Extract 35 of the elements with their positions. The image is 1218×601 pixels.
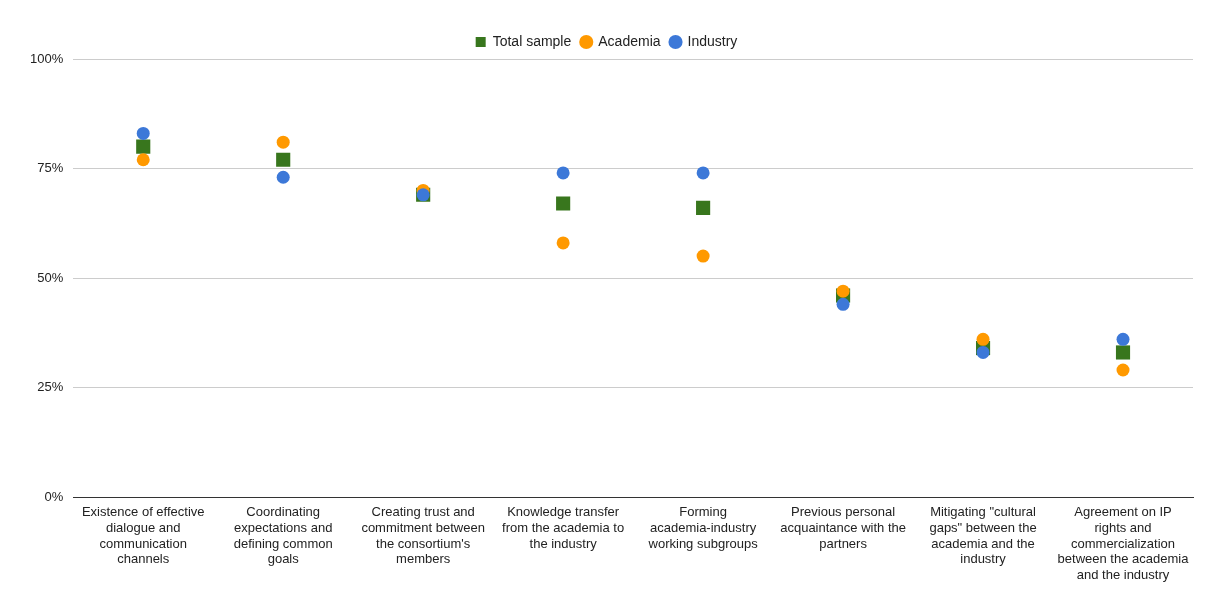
- legend-label: Industry: [687, 32, 738, 49]
- point: [976, 345, 990, 359]
- point: [696, 200, 711, 215]
- x-tick-label: Existence of effective dialogue and communication channels: [81, 504, 205, 567]
- y-tick-label: 100%: [30, 50, 64, 66]
- point: [836, 284, 850, 298]
- point: [276, 170, 290, 184]
- y-tick-label: 0%: [44, 488, 64, 504]
- x-tick-label: Creating trust and commitment between the consortium's members: [361, 504, 485, 567]
- y-tick-label: 75%: [37, 160, 64, 176]
- point: [696, 249, 710, 263]
- x-tick-label: Agreement on IP rights and commercialization between the academia and the industry: [1057, 504, 1190, 582]
- point: [1116, 363, 1130, 377]
- y-tick-label: 25%: [37, 379, 64, 395]
- point: [556, 166, 570, 180]
- x-tick-label: Forming academia-industry working subgroups: [647, 504, 759, 551]
- point: [976, 332, 990, 346]
- point: [276, 152, 291, 167]
- legend-label: Total sample: [492, 32, 572, 49]
- legend-label: Academia: [598, 32, 661, 49]
- x-tick-label: Mitigating "cultural gaps" between the academia and the industry: [929, 504, 1037, 567]
- point: [1115, 345, 1131, 360]
- x-tick-label: Knowledge transfer from the academia to the industry: [502, 504, 625, 551]
- point: [136, 139, 151, 154]
- point: [556, 236, 570, 250]
- point: [136, 153, 150, 167]
- point: [136, 126, 150, 140]
- point: [556, 196, 571, 211]
- point: [696, 166, 710, 180]
- point: [836, 297, 850, 311]
- point: [1116, 332, 1130, 346]
- x-tick-label: Previous personal acquaintance with the partners: [780, 504, 906, 551]
- y-tick-label: 50%: [37, 269, 64, 285]
- x-tick-label: Coordinating expectations and defining common goals: [233, 504, 333, 567]
- point: [276, 135, 290, 149]
